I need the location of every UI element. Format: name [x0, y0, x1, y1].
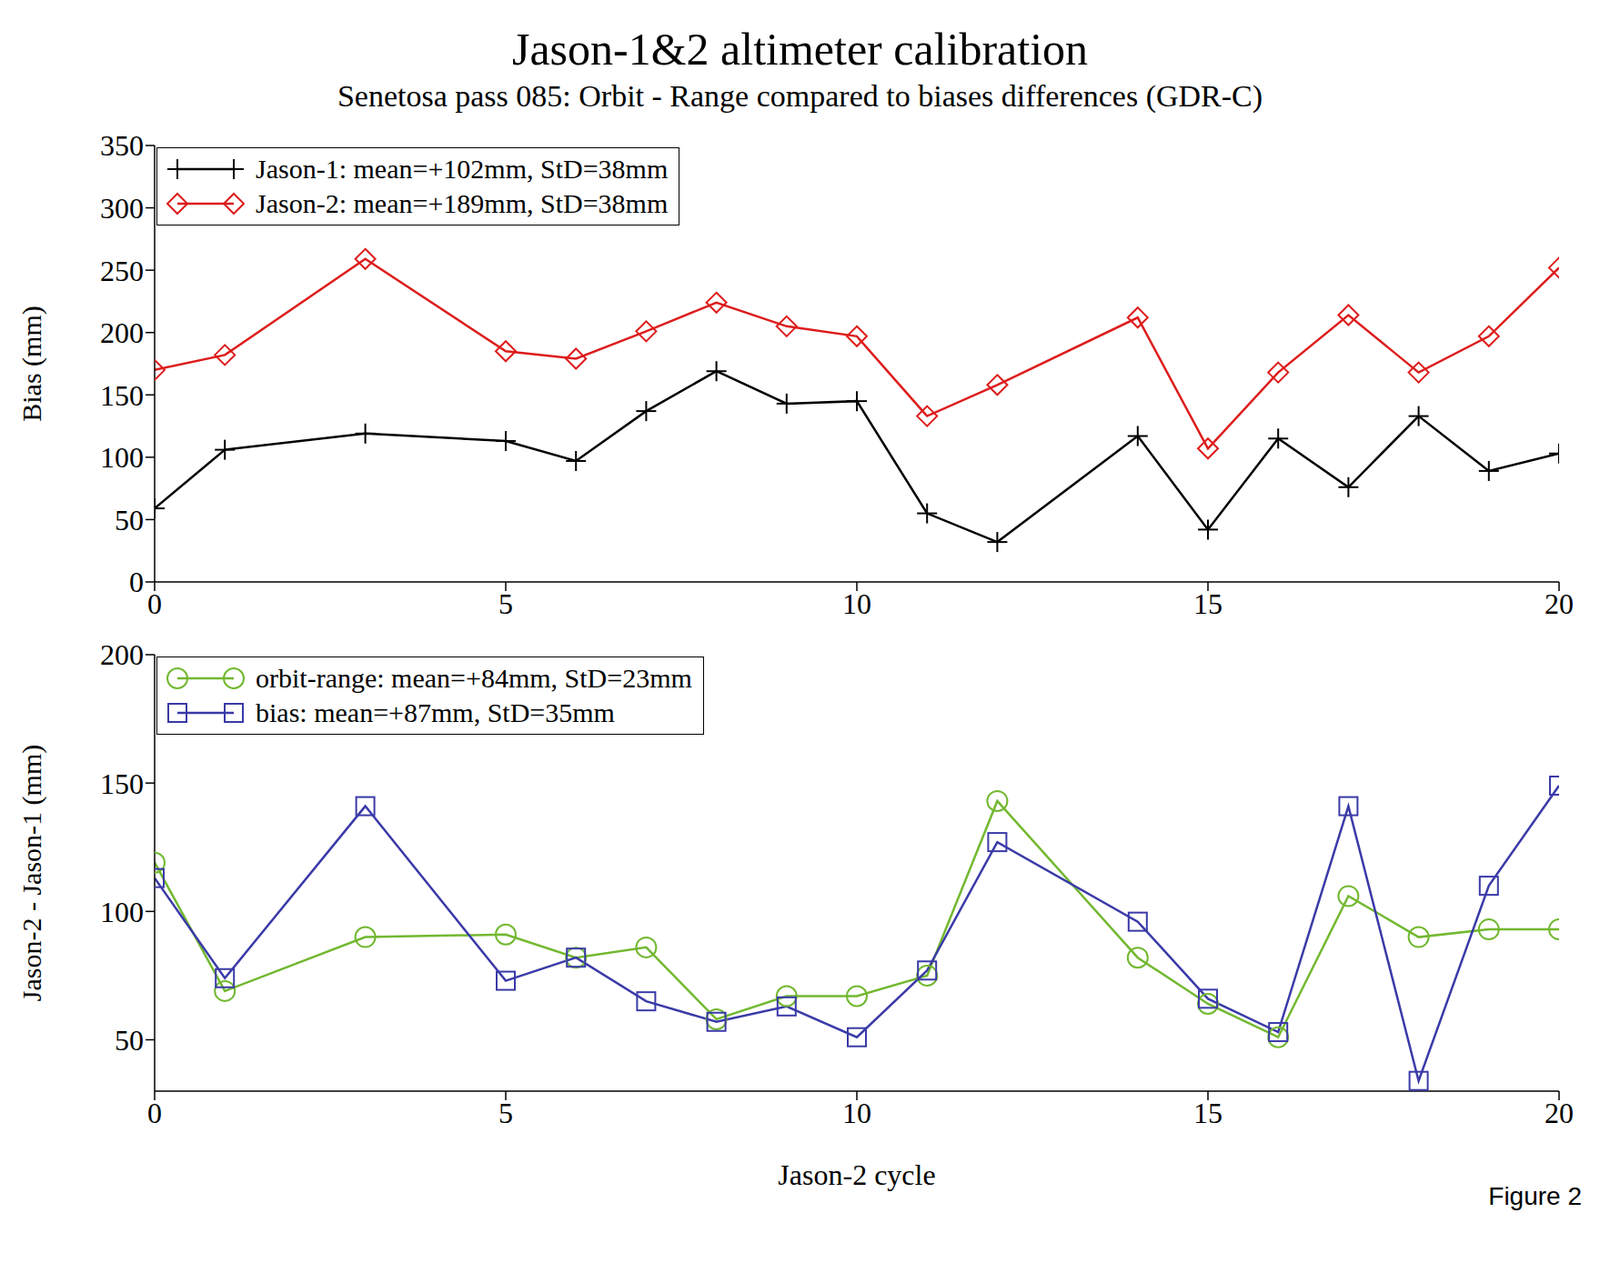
svg-text:0: 0: [147, 587, 162, 621]
svg-text:50: 50: [114, 503, 144, 537]
html-text:Jason-1: mean=+102mm, StD=38mm: Jason-1: mean=+102mm, StD=38mm: [255, 153, 668, 184]
html-text:bias: mean=+87mm, StD=35mm: bias: mean=+87mm, StD=35mm: [255, 697, 615, 728]
html-text:Jason-2 cycle: Jason-2 cycle: [778, 1158, 936, 1192]
svg-text:15: 15: [1193, 1096, 1223, 1130]
svg-text:15: 15: [1193, 587, 1223, 621]
html-text:Jason-2: mean=+189mm, StD=38mm: Jason-2: mean=+189mm, StD=38mm: [255, 188, 668, 219]
html-text:Jason-2 - Jason-1 (mm): Jason-2 - Jason-1 (mm): [16, 744, 47, 1002]
svg-text:10: 10: [842, 587, 872, 621]
svg-text:150: 150: [100, 767, 144, 801]
svg-text:20: 20: [1544, 587, 1574, 621]
svg-text:5: 5: [498, 587, 514, 621]
svg-text:50: 50: [114, 1024, 144, 1057]
svg-text:200: 200: [100, 638, 144, 672]
svg-text:100: 100: [100, 895, 144, 929]
html-text:Senetosa pass 085: Orbit - Ran: Senetosa pass 085: Orbit - Range compare…: [337, 79, 1263, 113]
svg-text:300: 300: [100, 191, 144, 225]
svg-text:200: 200: [100, 316, 144, 350]
svg-text:5: 5: [498, 1096, 514, 1130]
svg-text:0: 0: [129, 565, 144, 599]
html-text:orbit-range: mean=+84mm, StD=2: orbit-range: mean=+84mm, StD=23mm: [255, 663, 693, 694]
svg-text:150: 150: [100, 379, 144, 413]
svg-text:100: 100: [100, 441, 144, 474]
html-text:Jason-1&2 altimeter calibratio: Jason-1&2 altimeter calibration: [512, 23, 1088, 75]
html-text:Bias (mm): Bias (mm): [16, 305, 47, 422]
svg-text:350: 350: [100, 129, 144, 162]
svg-text:20: 20: [1544, 1096, 1574, 1130]
svg-text:10: 10: [842, 1096, 872, 1130]
svg-text:0: 0: [147, 1096, 162, 1130]
svg-text:250: 250: [100, 254, 144, 288]
html-text:Figure 2: Figure 2: [1488, 1182, 1582, 1211]
